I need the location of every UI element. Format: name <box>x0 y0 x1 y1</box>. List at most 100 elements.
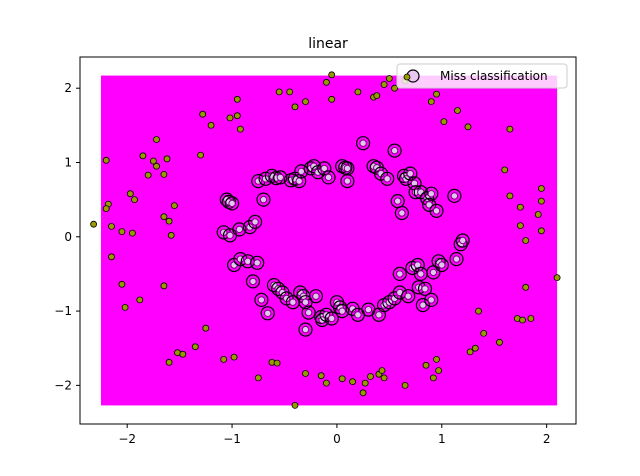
inner-point <box>235 225 244 234</box>
miss-classification-ring <box>335 304 350 319</box>
outer-point <box>165 217 173 225</box>
legend-box <box>396 63 568 89</box>
outer-point <box>527 315 535 322</box>
outer-point <box>233 112 241 120</box>
outer-point <box>538 227 545 235</box>
outer-point <box>144 171 152 179</box>
outer-point <box>322 379 330 387</box>
outer-point <box>454 107 461 114</box>
miss-classification-ring <box>245 274 261 289</box>
inner-point <box>394 197 402 205</box>
x-axis: −2 −1 0 1 2 <box>118 424 550 446</box>
inner-point <box>289 298 297 306</box>
inner-point <box>452 255 461 263</box>
inner-point <box>257 296 266 304</box>
inner-point <box>417 188 425 196</box>
outer-point <box>291 401 299 409</box>
inner-point <box>259 195 268 204</box>
miss-classification-ring <box>392 266 407 281</box>
miss-classification-ring <box>298 295 313 310</box>
outer-point <box>230 353 238 361</box>
outer-point <box>475 307 482 315</box>
outer-point <box>160 170 168 178</box>
outer-point <box>391 84 399 92</box>
outer-point <box>102 156 110 164</box>
outer-point <box>199 110 207 118</box>
inner-point <box>343 177 352 185</box>
outer-point <box>165 358 173 366</box>
inner-point <box>421 285 429 293</box>
outer-point <box>118 228 126 236</box>
inner-points-layer <box>216 136 470 337</box>
inner-point <box>230 261 238 269</box>
inner-point <box>304 308 313 317</box>
miss-classification-ring <box>434 257 449 273</box>
inner-point <box>417 270 425 278</box>
outer-point <box>170 202 178 210</box>
inner-point <box>425 201 433 209</box>
outer-point <box>338 375 346 383</box>
legend: Miss classification <box>396 63 568 89</box>
inner-point <box>253 259 261 267</box>
inner-point <box>320 164 328 173</box>
outer-point <box>149 157 157 165</box>
y-tick-label: 2 <box>64 81 72 95</box>
miss-classification-ring <box>394 205 409 221</box>
outer-point <box>302 98 309 105</box>
miss-classification-ring <box>273 170 288 185</box>
outer-point <box>534 211 542 218</box>
miss-classification-ring <box>266 278 282 293</box>
inner-point <box>244 257 252 265</box>
miss-classification-ring <box>292 174 307 189</box>
axes-frame <box>79 56 577 425</box>
outer-point <box>373 92 381 99</box>
outer-point <box>380 81 388 88</box>
miss-classification-ring <box>415 298 430 313</box>
outer-point <box>220 355 228 363</box>
miss-classification-ring <box>417 281 433 296</box>
miss-classification-ring <box>424 186 439 201</box>
x-tick-label: 1 <box>438 432 446 446</box>
inner-point <box>301 325 310 334</box>
inner-point <box>295 177 303 185</box>
inner-point <box>427 296 435 304</box>
outer-point <box>118 280 126 288</box>
outer-point <box>378 367 386 374</box>
outer-point <box>506 125 514 133</box>
inner-point <box>383 175 391 183</box>
outer-point <box>359 389 367 397</box>
outer-point <box>522 237 530 244</box>
x-tick-label: 0 <box>333 432 341 446</box>
y-tick-label: 0 <box>64 230 72 244</box>
miss-classification-ring <box>260 306 275 321</box>
outer-point <box>191 343 199 351</box>
legend-marker-point <box>403 73 411 81</box>
miss-classification-ring <box>401 289 416 304</box>
outer-point <box>153 136 160 143</box>
miss-classification-ring <box>399 171 414 186</box>
outer-point <box>385 75 393 82</box>
miss-classification-ring <box>447 188 462 203</box>
miss-classification-ring <box>254 292 269 307</box>
inner-point <box>396 270 404 278</box>
miss-classification-ring <box>317 161 332 176</box>
inner-point <box>264 309 272 317</box>
inner-point <box>427 190 435 198</box>
outer-point <box>131 196 138 204</box>
outer-point <box>153 162 160 170</box>
miss-classification-ring <box>410 257 425 273</box>
miss-classification-ring <box>324 311 339 326</box>
miss-classification-ring <box>225 196 240 211</box>
miss-classification-ring <box>321 170 336 185</box>
inner-point <box>438 261 446 269</box>
outer-point <box>179 350 187 358</box>
outer-point <box>108 253 115 261</box>
outer-point <box>322 78 330 86</box>
outer-point <box>139 152 147 160</box>
miss-classification-ring <box>431 254 446 269</box>
outer-point <box>380 374 388 382</box>
chart-title: linear <box>308 36 348 52</box>
inner-point <box>226 231 234 240</box>
outer-point <box>429 374 437 382</box>
miss-classification-ring <box>298 322 313 337</box>
